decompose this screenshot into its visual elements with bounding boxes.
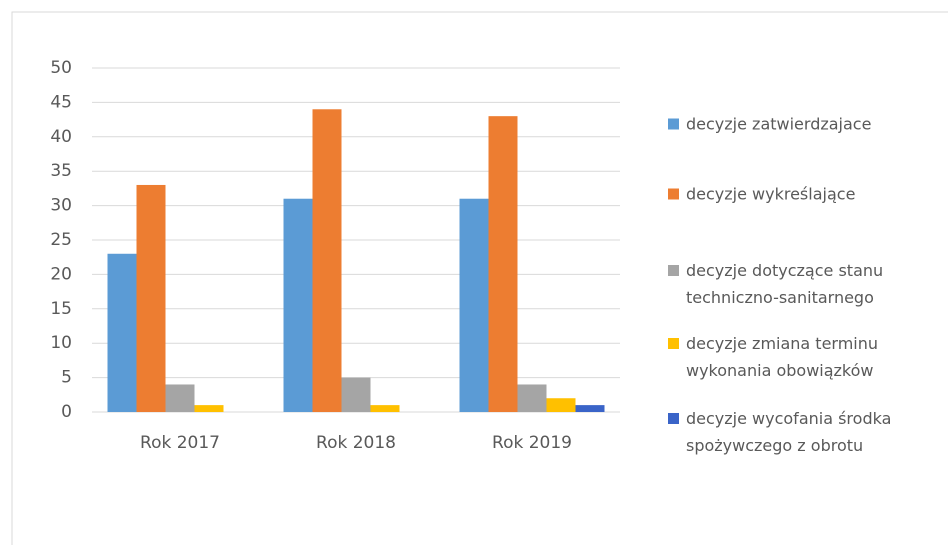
legend-item: decyzje dotyczące stanu techniczno-sanit…: [668, 257, 944, 311]
bar: [370, 405, 400, 412]
legend-label: decyzje wycofania środka spożywczego z o…: [686, 409, 892, 455]
legend-swatch: [668, 413, 679, 424]
y-tick-label: 30: [50, 196, 72, 216]
y-tick-label: 25: [50, 230, 72, 250]
legend-item: decyzje wykreślające: [668, 181, 944, 208]
x-tick-label: Rok 2018: [316, 433, 396, 453]
x-tick-label: Rok 2019: [492, 433, 572, 453]
y-tick-label: 15: [50, 299, 72, 319]
bar: [459, 198, 489, 412]
y-tick-label: 5: [61, 368, 72, 388]
legend-label: decyzje zatwierdzajace: [686, 114, 872, 134]
bar: [107, 253, 137, 412]
bar: [488, 116, 518, 412]
y-tick-label: 20: [50, 264, 72, 284]
bar: [517, 384, 547, 412]
legend-swatch: [668, 338, 679, 349]
bar: [194, 405, 224, 412]
legend-item: decyzje zmiana terminu wykonania obowiąz…: [668, 330, 944, 384]
legend-item: decyzje zatwierdzajace: [668, 111, 944, 138]
bar: [165, 384, 195, 412]
y-tick-label: 40: [50, 127, 72, 147]
y-tick-label: 0: [61, 402, 72, 422]
bar: [546, 398, 576, 412]
legend-swatch: [668, 265, 679, 276]
chart-frame: [11, 11, 948, 545]
y-tick-label: 35: [50, 161, 72, 181]
legend-label: decyzje wykreślające: [686, 184, 856, 204]
y-tick-label: 10: [50, 333, 72, 353]
legend-swatch: [668, 118, 679, 130]
bar: [312, 109, 342, 412]
bar: [283, 198, 313, 412]
legend-item: decyzje wycofania środka spożywczego z o…: [668, 405, 944, 459]
y-tick-label: 50: [50, 58, 72, 78]
x-tick-label: Rok 2017: [140, 433, 220, 453]
legend-swatch: [668, 188, 679, 200]
bar: [136, 184, 166, 412]
legend-label: decyzje dotyczące stanu techniczno-sanit…: [686, 261, 884, 307]
legend-label: decyzje zmiana terminu wykonania obowiąz…: [686, 334, 879, 380]
bar: [341, 377, 371, 412]
y-tick-label: 45: [50, 92, 72, 112]
bar: [575, 405, 605, 412]
